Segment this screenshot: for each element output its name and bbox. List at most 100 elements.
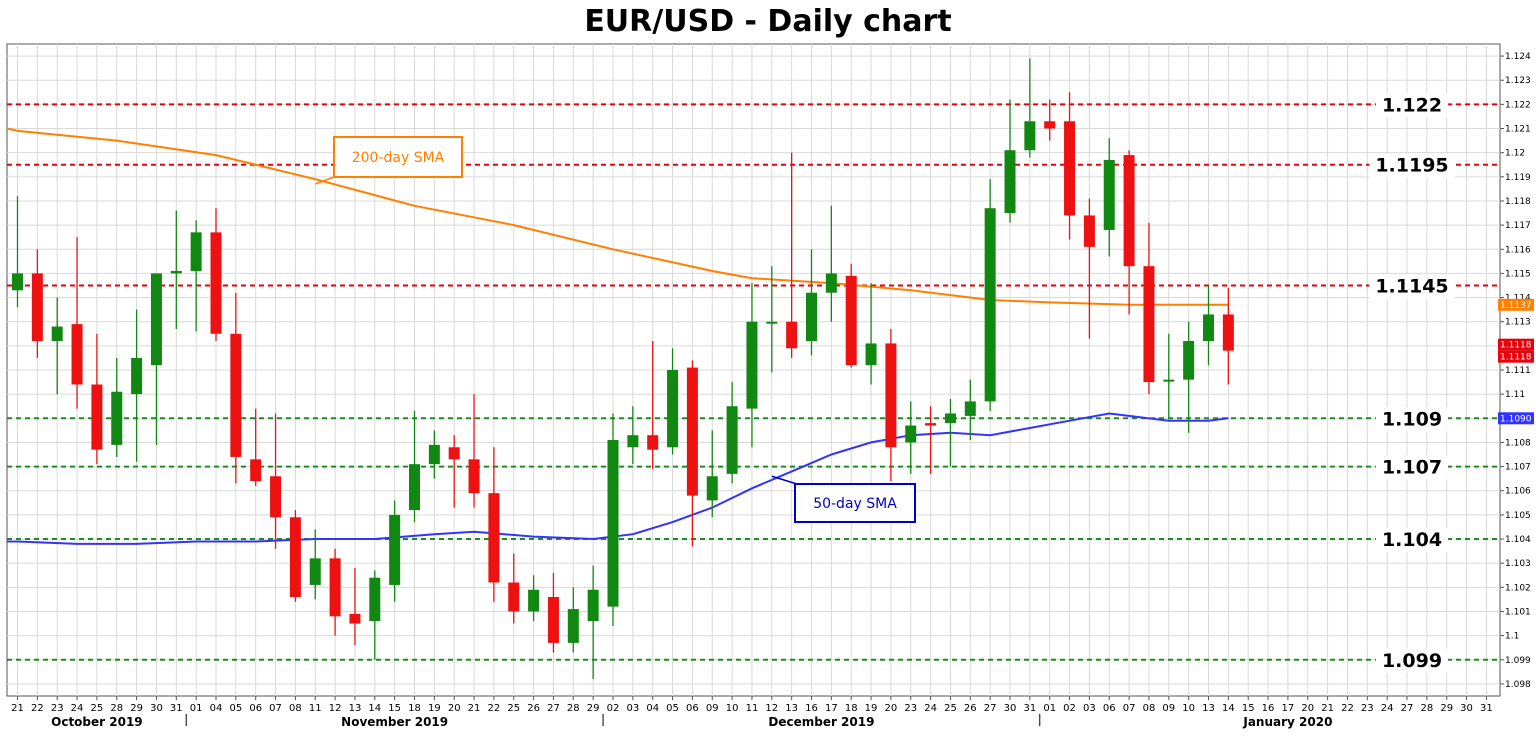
x-tick-label: 28 [567,703,580,714]
x-tick-label: 16 [805,703,818,714]
y-tick-label: 1.11 [1505,390,1525,400]
x-tick-label: 04 [646,703,659,714]
x-tick-label: 09 [706,703,719,714]
candle-body [1064,121,1076,216]
x-tick-label: 08 [289,703,302,714]
y-tick-label: 1.101 [1505,607,1531,617]
candle-body [786,321,798,349]
candle-body [51,326,63,342]
candle-body [607,440,619,607]
candle-body [428,444,440,465]
x-tick-label: 04 [210,703,223,714]
x-tick-label: 10 [726,703,739,714]
x-tick-label: 20 [448,703,461,714]
level-label-bg [1375,455,1449,480]
candle-body [150,273,162,366]
x-tick-label: 19 [428,703,441,714]
x-tick-label: 23 [1361,703,1374,714]
level-label-bg [1375,93,1449,118]
y-tick-label: 1.115 [1505,269,1531,279]
candle-body [1004,150,1016,214]
x-tick-label: 13 [349,703,362,714]
x-tick-label: 24 [71,703,84,714]
x-tick-label: 26 [527,703,540,714]
x-tick-label: 22 [1341,703,1354,714]
annotation-box [794,483,916,523]
x-tick-label: 30 [1460,703,1473,714]
x-tick-label: 15 [1242,703,1255,714]
x-tick-label: 02 [607,703,620,714]
x-tick-label: 27 [1401,703,1414,714]
candle-body [647,435,659,450]
x-tick-label: 08 [1143,703,1156,714]
x-tick-label: 21 [1321,703,1334,714]
y-tick-label: 1.102 [1505,583,1531,593]
candle-body [667,370,679,448]
annotation-leader [771,475,798,485]
candle-body [369,577,381,622]
candle-body [468,459,480,494]
candle-body [964,401,976,416]
x-tick-label: 07 [1123,703,1136,714]
candle-body [131,357,143,395]
x-tick-label: 11 [309,703,322,714]
x-tick-label: 30 [1004,703,1017,714]
x-tick-label: 21 [468,703,481,714]
x-tick-label: 05 [229,703,242,714]
candle-body [845,275,857,366]
candle-body [686,367,698,496]
price-tag [1498,412,1534,425]
x-tick-label: 17 [825,703,838,714]
y-tick-label: 1.118 [1505,197,1531,207]
y-tick-label: 1.119 [1505,173,1531,183]
annotation-label: 50-day SMA [813,496,897,512]
candle-body [984,208,996,402]
x-tick-label: 02 [1063,703,1076,714]
candle-body [91,384,103,450]
candle-body [1103,159,1115,230]
candle-body [210,232,222,334]
x-tick-label: 26 [964,703,977,714]
x-tick-label: 24 [1381,703,1394,714]
candle-body [806,292,817,342]
x-tick-label: 03 [1083,703,1096,714]
price-tag [1498,350,1534,363]
x-tick-label: 03 [626,703,639,714]
x-tick-label: 06 [686,703,699,714]
y-tick-label: 1.114 [1505,294,1531,304]
x-tick-label: 31 [170,703,183,714]
level-label-bg [1375,407,1449,432]
month-label: January 2020 [1242,715,1332,729]
candle-body [587,589,599,622]
x-tick-label: 20 [885,703,898,714]
candle-body [567,609,579,643]
x-tick-label: 12 [329,703,342,714]
x-tick-label: 15 [388,703,401,714]
candle-body [1183,341,1195,380]
y-tick-label: 1.113 [1505,318,1531,328]
x-tick-label: 14 [368,703,381,714]
candle-body [12,273,23,291]
x-tick-label: 13 [785,703,798,714]
level-label-bg [1369,274,1455,299]
x-tick-label: 16 [1262,703,1275,714]
candle-body [627,435,639,448]
level-label-bg [1375,648,1449,673]
candle-body [1143,266,1155,383]
x-tick-label: 30 [150,703,163,714]
x-tick-label: 01 [1043,703,1056,714]
chart-title: EUR/USD - Daily chart [584,4,952,39]
level-label: 1.107 [1382,457,1442,479]
annotation-label: 200-day SMA [352,150,445,166]
candle-body [925,423,937,426]
x-tick-label: 09 [1162,703,1175,714]
candle-body [1123,155,1135,267]
x-tick-label: 12 [765,703,778,714]
annotation-box [333,136,463,178]
candle-body [905,425,917,443]
candle-body [746,321,758,409]
candle-body [409,464,420,511]
level-label: 1.1195 [1375,155,1448,177]
candle-body [329,558,341,617]
y-tick-label: 1.121 [1505,125,1531,135]
